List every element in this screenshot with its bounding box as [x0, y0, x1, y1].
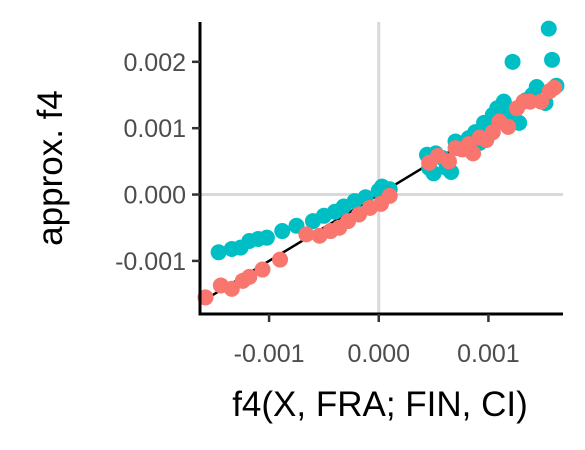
- point-series2-34: [546, 79, 563, 96]
- point-series1-43: [544, 51, 561, 68]
- point-series2-3: [223, 280, 240, 297]
- y-tick-label: 0.000: [123, 182, 186, 210]
- point-series2-23: [465, 145, 482, 162]
- point-series1-7: [274, 223, 291, 240]
- x-axis-title: f4(X, FRA; FIN, CI): [232, 385, 528, 424]
- x-tick-label: -0.001: [234, 340, 305, 368]
- y-tick-label: 0.002: [123, 49, 186, 77]
- y-tick-label: -0.001: [115, 248, 186, 276]
- x-axis-ticks: -0.001 0.000 0.001: [234, 314, 520, 368]
- point-series1-1: [210, 244, 227, 261]
- point-series2-28: [500, 118, 517, 135]
- y-axis-ticks: -0.001 0.000 0.001 0.002: [115, 49, 200, 276]
- axes: [198, 22, 563, 316]
- point-series2-6: [254, 261, 271, 278]
- point-series2-7: [272, 251, 289, 268]
- point-series2-19: [440, 153, 457, 170]
- y-axis-title: approx. f4: [31, 90, 70, 246]
- point-series1-42: [540, 20, 557, 37]
- point-series2-5: [241, 268, 258, 285]
- x-tick-label: 0.001: [457, 340, 520, 368]
- point-series1-6: [258, 229, 275, 246]
- point-series2-31: [522, 93, 539, 110]
- points-layer: [197, 20, 565, 306]
- point-series2-32: [533, 93, 550, 110]
- point-series1-36: [504, 53, 521, 70]
- y-tick-label: 0.001: [123, 115, 186, 143]
- point-series1-40: [528, 79, 545, 96]
- x-tick-label: 0.000: [347, 340, 410, 368]
- point-series2-16: [381, 187, 398, 204]
- point-series2-8: [298, 226, 315, 243]
